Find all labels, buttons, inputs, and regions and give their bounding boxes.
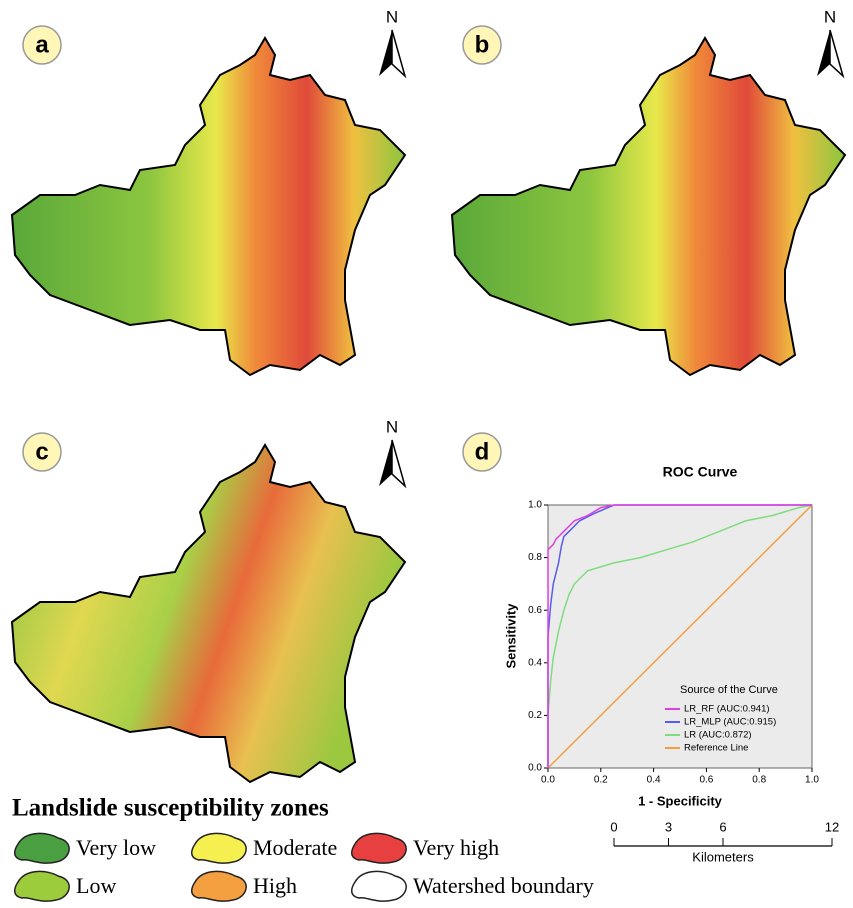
- legend-entry: LR_RF (AUC:0.941): [684, 704, 770, 715]
- north-arrow: [817, 30, 830, 76]
- north-label: N: [386, 7, 398, 26]
- north-arrows: N N N: [379, 7, 845, 489]
- panel-badge: [22, 25, 62, 65]
- legend-entry: LR (AUC:0.872): [684, 730, 752, 741]
- north-arrow: [391, 29, 407, 79]
- legend-entry: Reference Line: [684, 743, 748, 754]
- y-tick-label: 0.0: [528, 763, 542, 774]
- north-label: N: [386, 417, 398, 436]
- panel-badge: [462, 432, 502, 472]
- x-tick-label: 0.2: [594, 775, 608, 786]
- scale-bar: 0 3 6 12 Kilometers: [610, 819, 839, 864]
- legend-label: Watershed boundary: [413, 873, 594, 898]
- panel-label: c: [35, 438, 48, 465]
- scale-tick-label: 6: [719, 819, 726, 834]
- panel-label: a: [35, 31, 49, 58]
- roc-line: [547, 504, 812, 768]
- panel-badge: [462, 25, 502, 65]
- legend-label: Very high: [413, 835, 499, 860]
- legend: Very low Low Moderate High Very high Watershe…: [14, 832, 594, 902]
- map-c: [11, 444, 406, 783]
- roc-line: [547, 504, 813, 768]
- y-tick-label: 1.0: [528, 500, 542, 511]
- scale-tick-label: 0: [610, 819, 617, 834]
- legend-label: Low: [76, 873, 116, 898]
- legend-swatch: [14, 870, 70, 902]
- map-a: [11, 37, 406, 376]
- panel-labels: a b c d: [22, 25, 502, 472]
- legend-swatch: [191, 870, 247, 902]
- y-tick-label: 0.6: [528, 605, 542, 616]
- x-tick-label: 0.6: [699, 775, 713, 786]
- legend-swatch: [351, 870, 407, 902]
- x-tick-label: 0.0: [541, 775, 555, 786]
- scale-tick-label: 3: [665, 819, 672, 834]
- y-tick-label: 0.8: [528, 552, 542, 563]
- north-arrow: [379, 440, 392, 486]
- north-arrow: [379, 30, 392, 76]
- chart-title: ROC Curve: [663, 464, 738, 480]
- scale-tick-label: 12: [825, 819, 839, 834]
- legend-title: Source of the Curve: [680, 684, 778, 696]
- map-b: [451, 37, 846, 376]
- x-tick-label: 0.4: [647, 775, 661, 786]
- north-arrow: [391, 439, 407, 489]
- north-arrow: [829, 29, 845, 79]
- x-tick-label: 0.8: [752, 775, 766, 786]
- legend-swatch: [191, 832, 247, 864]
- legend-entry: LR_MLP (AUC:0.915): [684, 717, 776, 728]
- panel-label: b: [475, 31, 490, 58]
- legend-swatch: [351, 832, 407, 864]
- x-tick-label: 1.0: [805, 775, 819, 786]
- legend-label: Moderate: [253, 835, 337, 860]
- legend-swatch: [14, 832, 70, 864]
- roc-line: [547, 504, 813, 769]
- legend-label: Very low: [76, 835, 156, 860]
- x-axis-label: 1 - Specificity: [638, 793, 723, 808]
- roc-chart: ROC Curve 0.0 0.2 0.4 0.6 0.8 1.0 0.0 0.2 0.4 0.6 0…: [503, 464, 819, 809]
- panel-label: d: [475, 438, 490, 465]
- panel-badge: [22, 432, 62, 472]
- y-axis-label: Sensitivity: [503, 603, 518, 669]
- scale-unit: Kilometers: [692, 849, 754, 864]
- y-tick-label: 0.4: [528, 657, 542, 668]
- roc-line: [547, 504, 812, 768]
- legend-label: High: [253, 873, 297, 898]
- legend-title: Landslide susceptibility zones: [12, 795, 329, 822]
- north-label: N: [824, 7, 836, 26]
- y-tick-label: 0.2: [528, 710, 542, 721]
